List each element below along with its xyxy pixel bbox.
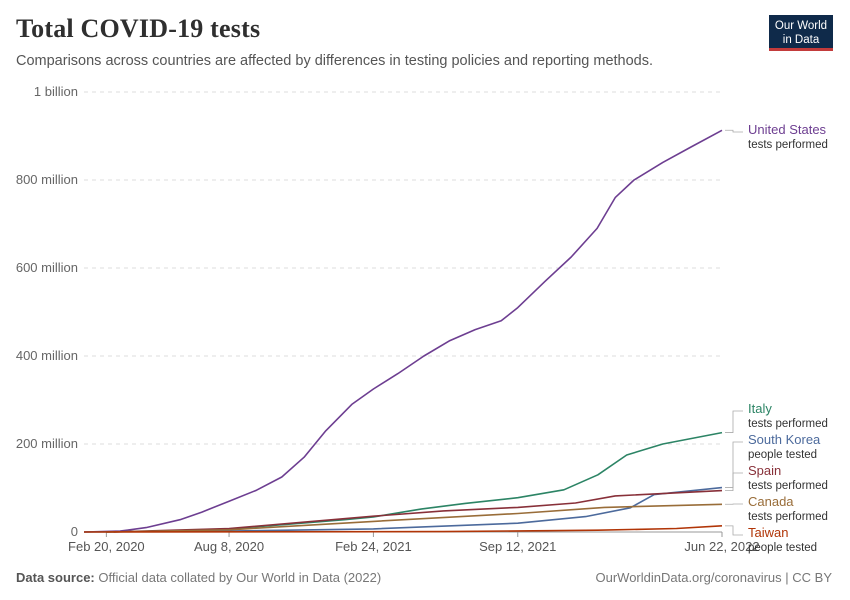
series-connector: [725, 441, 743, 488]
series-label: United States: [748, 122, 827, 137]
series-line-south-korea: [83, 486, 723, 533]
y-tick-label: 600 million: [16, 260, 78, 275]
x-tick-label: Aug 8, 2020: [194, 539, 264, 554]
data-source-label: Data source:: [16, 570, 95, 585]
chart-subtitle: Comparisons across countries are affecte…: [16, 53, 654, 69]
series-sublabel: tests performed: [748, 418, 828, 430]
logo-line-1: Our World: [774, 20, 828, 32]
series-label: South Korea: [748, 432, 821, 447]
x-tick-label: Feb 20, 2020: [68, 539, 145, 554]
chart-title: Total COVID-19 tests: [16, 14, 261, 43]
y-tick-label: 1 billion: [34, 84, 78, 99]
y-tick-label: 800 million: [16, 172, 78, 187]
series-connector: [725, 129, 743, 133]
series-line-italy: [106, 431, 723, 533]
series-label: Taiwan: [748, 525, 788, 540]
series-connector: [725, 525, 743, 536]
data-source-text: Official data collated by Our World in D…: [98, 570, 382, 585]
footer-link[interactable]: OurWorldinData.org/coronavirus | CC BY: [595, 570, 832, 585]
series-line-taiwan: [83, 525, 723, 533]
y-tick-label: 400 million: [16, 348, 78, 363]
x-tick-label: Sep 12, 2021: [479, 539, 556, 554]
series-label: Italy: [748, 401, 772, 416]
y-tick-label: 200 million: [16, 436, 78, 451]
logo-line-2: in Data: [782, 34, 820, 46]
series-sublabel: people tested: [748, 449, 817, 461]
line-chart: 0 200 million 400 million 600 million 800 mi…: [16, 84, 828, 554]
series-line-spain: [113, 489, 723, 533]
owid-logo[interactable]: Our World in Data: [769, 15, 833, 51]
series-sublabel: tests performed: [748, 480, 828, 492]
series-line-canada: [106, 503, 723, 533]
data-source: Data source: Official data collated by O…: [16, 570, 381, 585]
series-connector: [725, 410, 743, 433]
x-tick-label: Feb 24, 2021: [335, 539, 412, 554]
series-line-united-states: [83, 129, 723, 533]
series-label: Spain: [748, 463, 781, 478]
series-connector: [725, 472, 743, 492]
series-sublabel: tests performed: [748, 511, 828, 523]
x-tick-label: Jun 22, 2022: [684, 539, 759, 554]
y-tick-label: 0: [71, 524, 78, 539]
series-sublabel: people tested: [748, 542, 817, 554]
series-label: Canada: [748, 494, 794, 509]
series-sublabel: tests performed: [748, 139, 828, 151]
